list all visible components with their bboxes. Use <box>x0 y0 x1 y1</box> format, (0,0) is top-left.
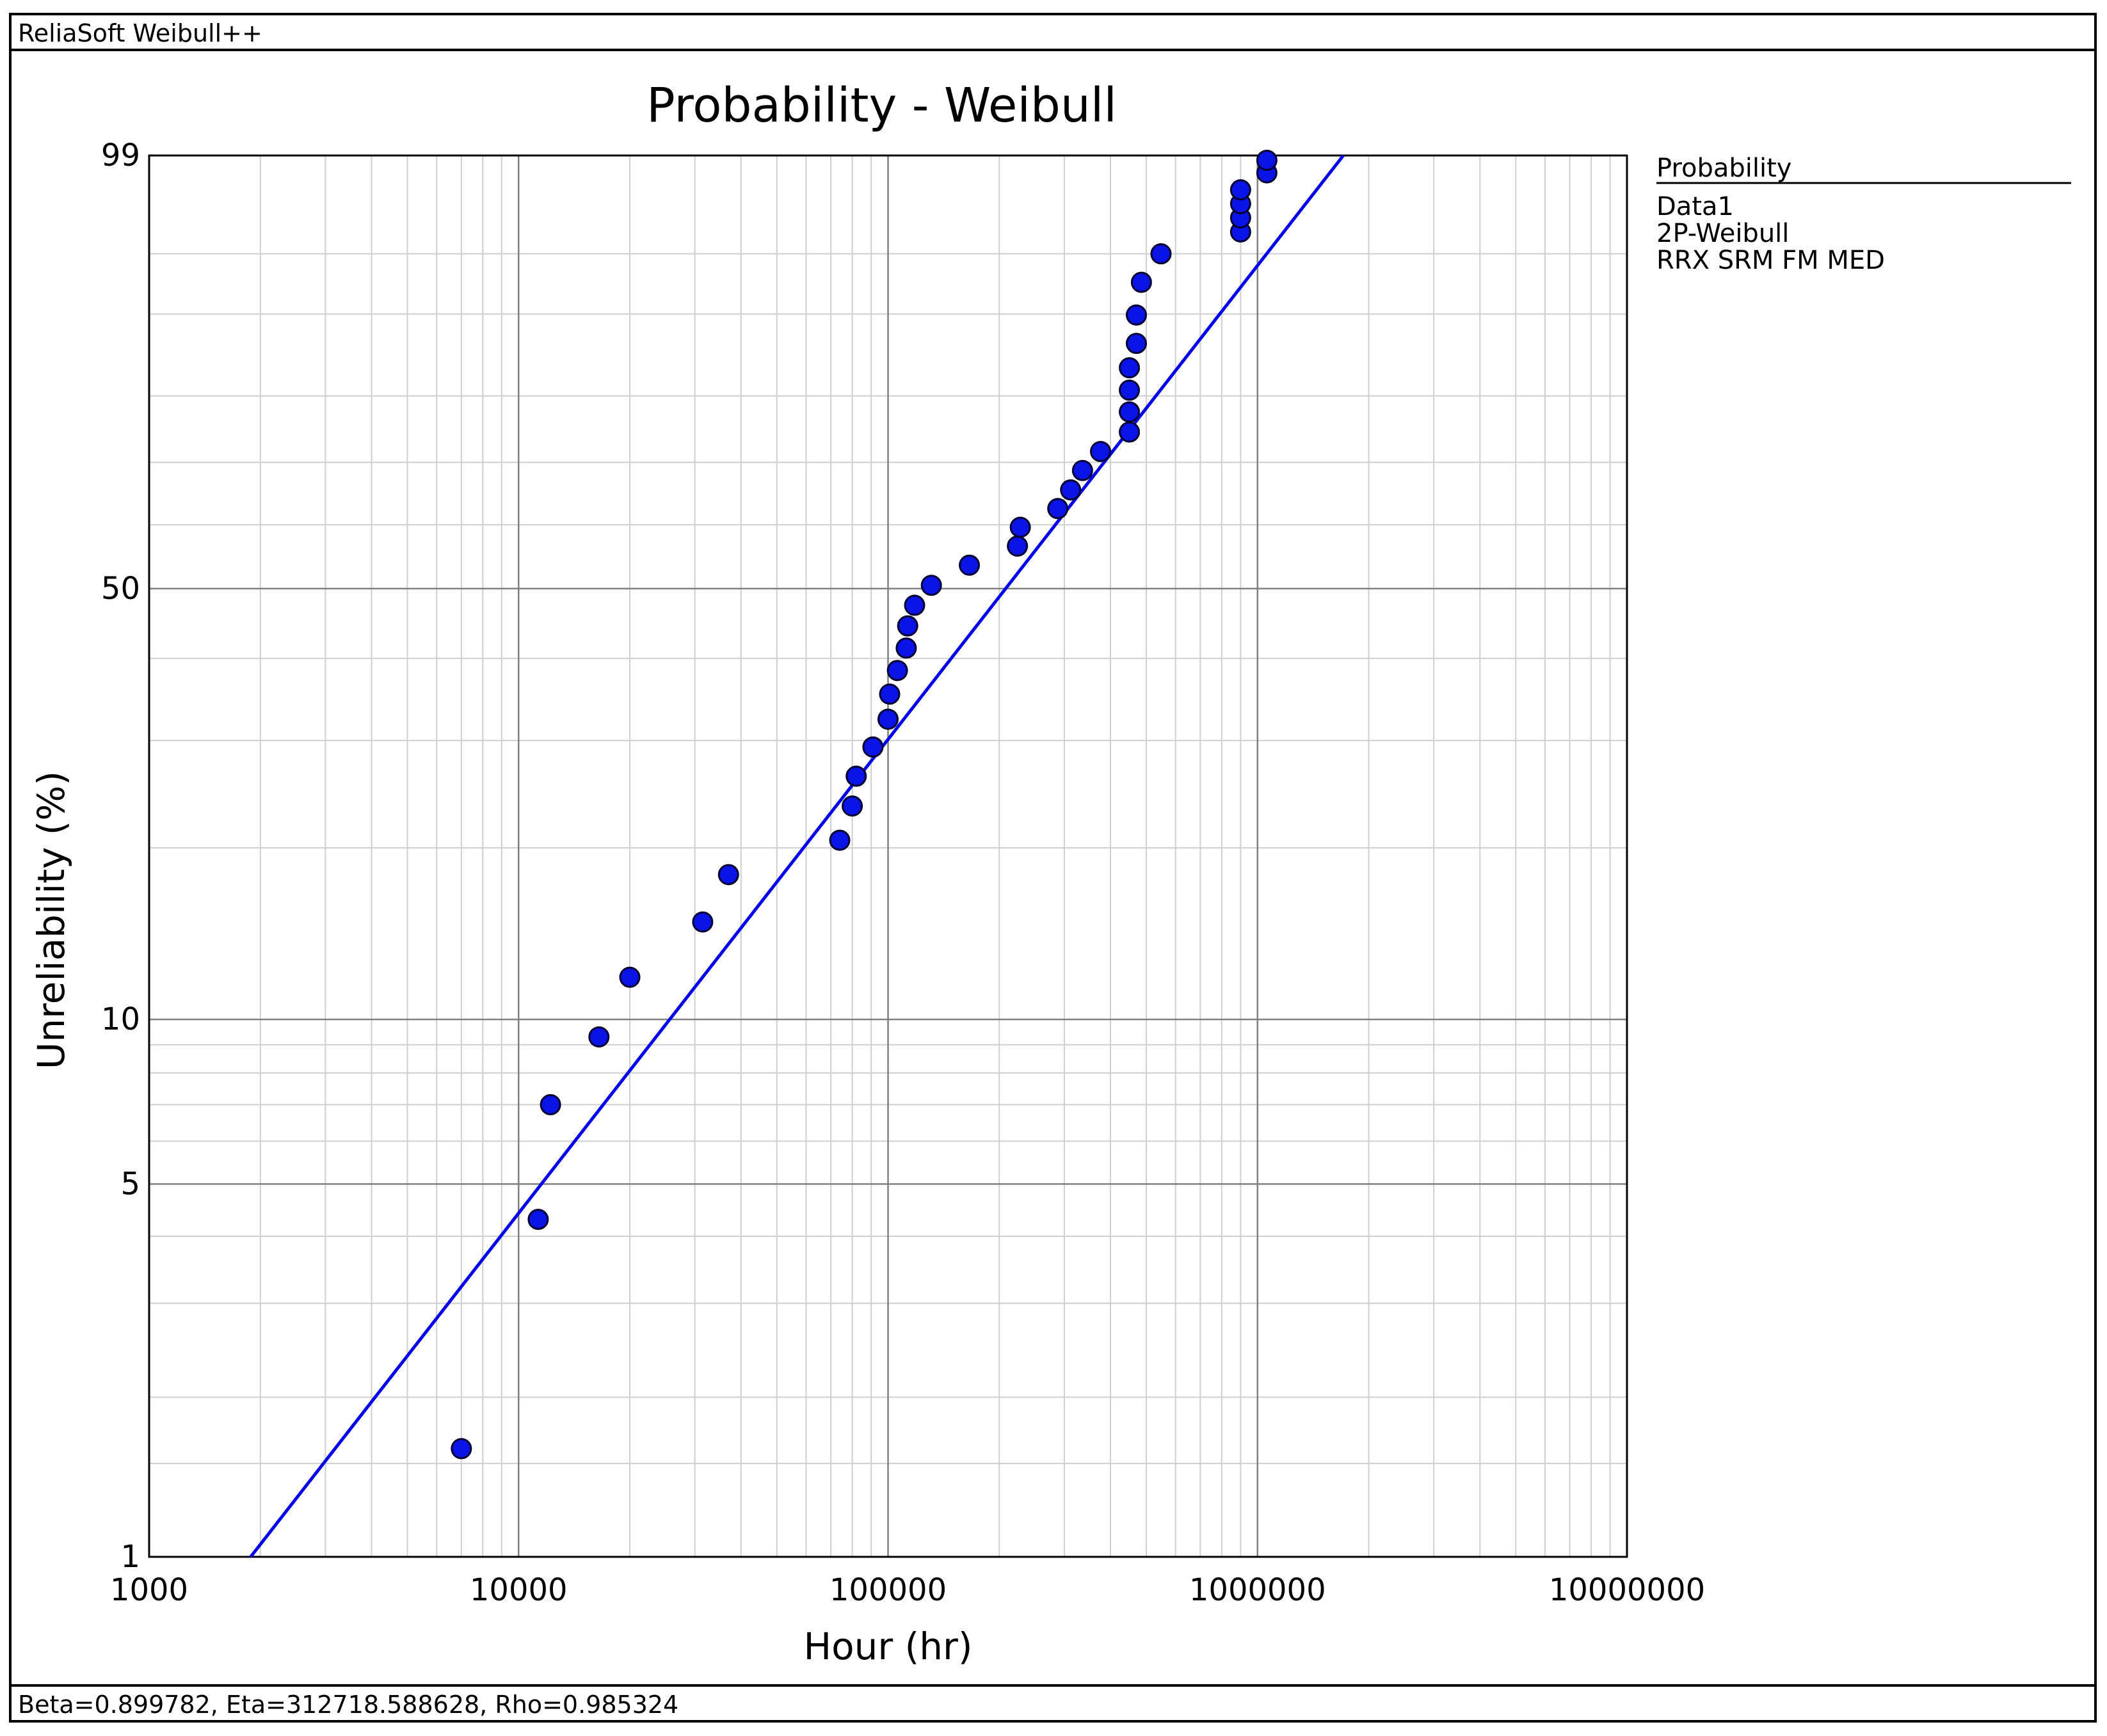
data-point <box>1130 271 1152 293</box>
legend-title: Probability <box>1656 154 1791 183</box>
data-point <box>842 795 863 817</box>
data-point <box>1007 535 1029 557</box>
data-point <box>829 829 851 851</box>
y-tick-label: 1 <box>120 1539 140 1575</box>
data-point <box>904 594 925 616</box>
major-grid <box>148 154 1628 1558</box>
data-point <box>877 708 899 730</box>
data-point <box>1150 243 1172 265</box>
data-point <box>717 864 739 886</box>
data-point <box>1009 516 1031 538</box>
legend: Probability Data1 2P-Weibull RRX SRM FM … <box>1656 154 2071 275</box>
legend-item-method: RRX SRM FM MED <box>1656 246 1885 275</box>
x-tick-label: 1000000 <box>1189 1572 1326 1608</box>
y-axis-label: Unreliability (%) <box>29 771 73 1069</box>
data-points <box>451 149 1278 1460</box>
data-point <box>920 575 942 596</box>
data-point <box>451 1438 472 1460</box>
y-tick-label: 10 <box>101 1001 140 1037</box>
data-point <box>692 911 714 933</box>
data-point <box>619 966 641 988</box>
chart-title: Probability - Weibull <box>646 78 1117 133</box>
data-point <box>1256 149 1278 171</box>
app-window: ReliaSoft Weibull++ Beta=0.899782, Eta=3… <box>9 13 2097 1723</box>
data-point <box>879 683 901 705</box>
plot-area <box>148 154 1628 1558</box>
y-tick-label: 5 <box>120 1166 140 1202</box>
legend-item-model: 2P-Weibull <box>1656 219 1789 248</box>
x-tick-label: 10000 <box>470 1572 568 1608</box>
data-point <box>845 765 867 787</box>
status-bar: Beta=0.899782, Eta=312718.588628, Rho=0.… <box>12 1684 2094 1720</box>
weibull-fit-line <box>249 154 1345 1558</box>
data-point <box>1125 304 1147 326</box>
data-point <box>1119 421 1141 443</box>
data-point <box>588 1026 610 1047</box>
data-point <box>862 736 884 758</box>
data-point <box>1071 459 1093 481</box>
fit-line-layer <box>249 154 1345 1558</box>
data-point <box>959 554 981 576</box>
data-point <box>1047 498 1069 520</box>
status-text: Beta=0.899782, Eta=312718.588628, Rho=0.… <box>18 1691 679 1719</box>
y-tick-label: 99 <box>101 138 140 173</box>
x-tick-label: 10000000 <box>1549 1572 1705 1608</box>
axis-ticks: 1000 10000 100000 1000000 10000000 1 5 10 50 99 <box>101 138 1705 1608</box>
data-point <box>886 660 908 681</box>
x-tick-label: 1000 <box>110 1572 188 1608</box>
window-title: ReliaSoft Weibull++ <box>18 19 262 47</box>
data-point <box>1119 379 1141 401</box>
x-tick-label: 100000 <box>829 1572 947 1608</box>
x-axis-label: Hour (hr) <box>803 1625 972 1668</box>
y-tick-label: 50 <box>101 571 140 607</box>
data-point <box>1119 357 1141 379</box>
data-point <box>897 615 918 637</box>
data-point <box>1230 179 1251 201</box>
data-point <box>1125 333 1147 354</box>
data-point <box>1060 479 1082 501</box>
data-point <box>1119 401 1141 423</box>
data-point <box>540 1094 561 1115</box>
legend-item-data1: Data1 <box>1656 192 1734 221</box>
data-point <box>1090 441 1112 463</box>
data-point <box>895 637 917 659</box>
window-title-bar: ReliaSoft Weibull++ <box>12 15 2094 51</box>
data-point <box>527 1209 549 1230</box>
